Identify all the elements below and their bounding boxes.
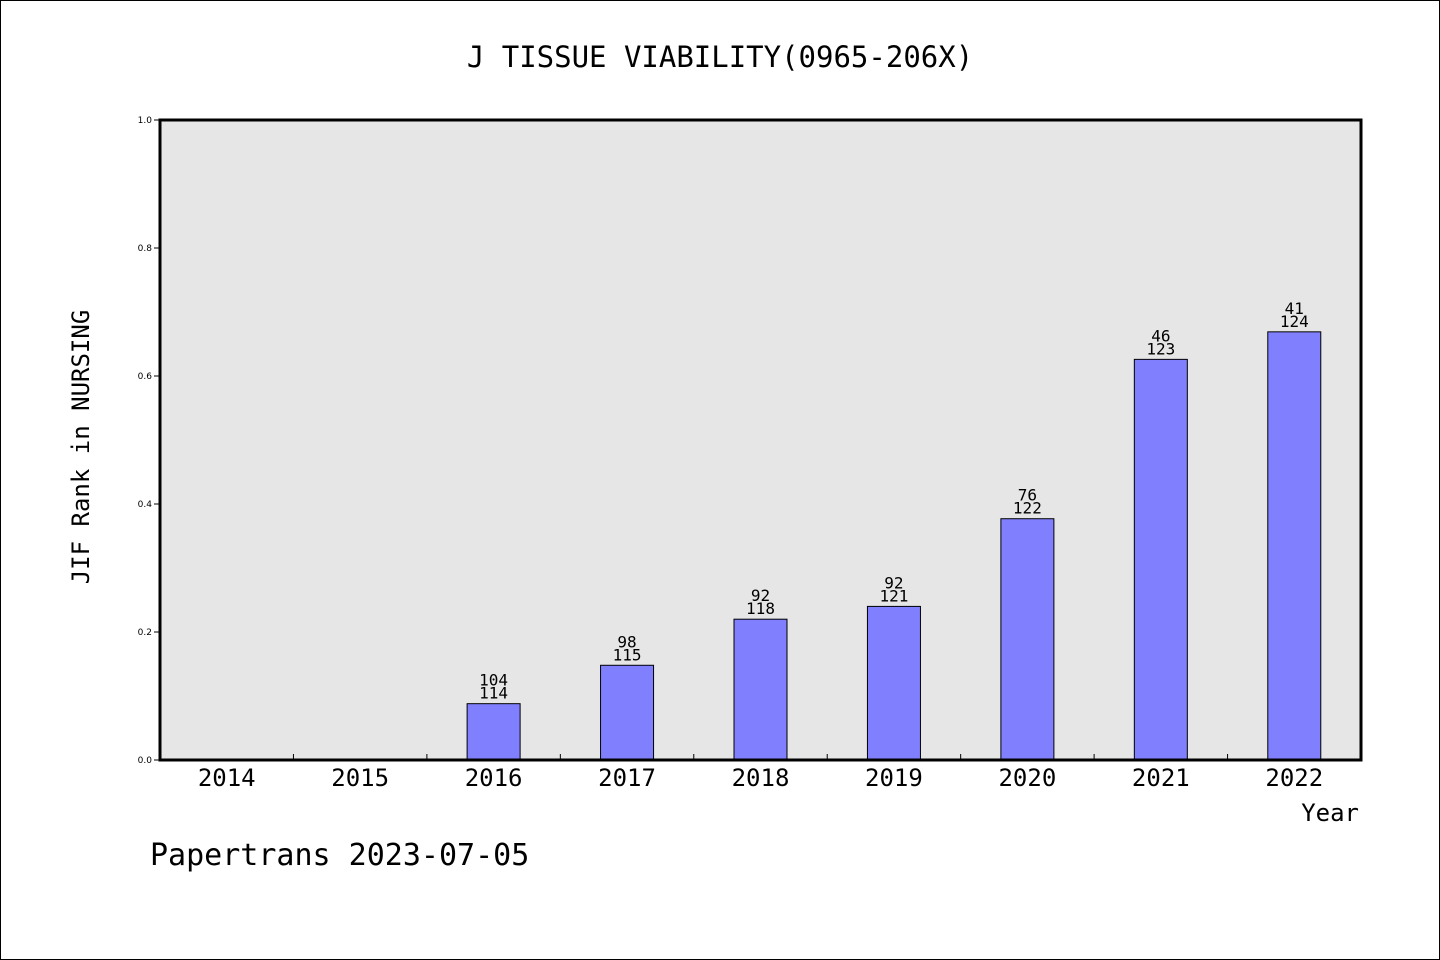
bar-2019: [866, 605, 921, 761]
bar-total-label: 123: [1146, 339, 1175, 358]
bar-rank-label: 104: [479, 671, 508, 690]
bar-rank-label: 92: [884, 573, 903, 592]
bar-rank-label: 41: [1285, 299, 1304, 318]
plot-border: [158, 118, 1363, 762]
x-tick-label: 2022: [1265, 764, 1323, 792]
x-tick-label: 2016: [465, 764, 523, 792]
x-tick-label: 2020: [998, 764, 1056, 792]
bar-total-label: 115: [613, 645, 642, 664]
bar-2020: [1000, 518, 1055, 761]
y-tick-label: 0.4: [138, 500, 153, 510]
chart-title: J TISSUE VIABILITY(0965-206X): [467, 40, 973, 74]
y-axis: 0.0 0.2 0.4 0.6 0.8 1.0: [138, 116, 160, 766]
x-tick-label: 2019: [865, 764, 923, 792]
bar-total-label: 124: [1280, 312, 1309, 331]
bar-total-label: 114: [479, 684, 508, 703]
y-tick-label: 1.0: [138, 116, 153, 126]
y-tick-label: 0.2: [138, 628, 152, 638]
bar-rank-label: 76: [1018, 486, 1037, 505]
y-tick-label: 0.8: [138, 244, 153, 254]
bars-group: [466, 331, 1322, 761]
x-axis-label: Year: [1301, 799, 1359, 827]
bar-rank-label: 98: [617, 632, 636, 651]
bar-2016: [466, 703, 521, 761]
x-tick-label: 2015: [331, 764, 389, 792]
y-axis-label: JIF Rank in NURSING: [67, 310, 95, 585]
x-axis: 2014 2015 2016 2017 2018 2019 2020 2021 2022: [198, 754, 1323, 792]
bar-total-label: 122: [1013, 499, 1042, 518]
bar-2022: [1267, 331, 1322, 761]
x-tick-label: 2014: [198, 764, 256, 792]
bar-2018: [733, 618, 788, 761]
bar-2021: [1133, 358, 1188, 761]
bar-total-label: 118: [746, 599, 775, 618]
y-tick-label: 0.0: [138, 756, 153, 766]
x-tick-label: 2018: [732, 764, 790, 792]
bar-total-label: 121: [879, 586, 908, 605]
x-tick-label: 2017: [598, 764, 656, 792]
bar-rank-label: 46: [1151, 326, 1170, 345]
x-tick-label: 2021: [1132, 764, 1190, 792]
watermark-text: Papertrans 2023-07-05: [150, 838, 529, 873]
bar-2017: [600, 664, 655, 761]
y-tick-label: 0.6: [138, 372, 153, 382]
bar-rank-label: 92: [751, 586, 770, 605]
